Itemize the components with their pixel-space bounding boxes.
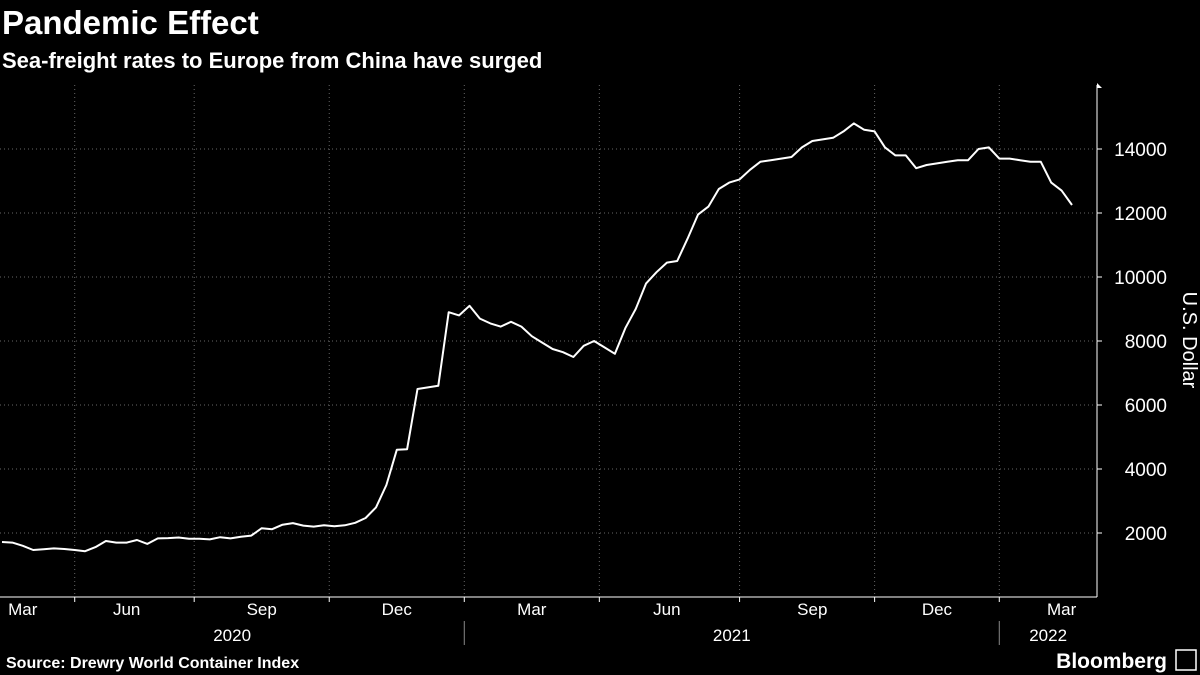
x-tick-label: Mar bbox=[1047, 600, 1077, 619]
y-tick-label: 6000 bbox=[1125, 396, 1167, 417]
year-label: 2022 bbox=[1029, 626, 1067, 645]
x-tick-label: Sep bbox=[247, 600, 277, 619]
y-tick-label: 4000 bbox=[1125, 460, 1167, 481]
y-tick-label: 8000 bbox=[1125, 332, 1167, 353]
x-tick-label: Dec bbox=[922, 600, 953, 619]
x-tick-label: Jun bbox=[653, 600, 680, 619]
x-tick-label: Jun bbox=[113, 600, 140, 619]
x-tick-label: Dec bbox=[382, 600, 413, 619]
series-line bbox=[1, 122, 1073, 553]
source: Source: Drewry World Container Index bbox=[6, 655, 299, 672]
y-tick-label: 12000 bbox=[1114, 204, 1167, 225]
y-tick-label: 10000 bbox=[1114, 268, 1167, 289]
x-tick-label: Sep bbox=[797, 600, 827, 619]
chart-subtitle: Sea-freight rates to Europe from China h… bbox=[2, 48, 542, 73]
brand: Bloomberg bbox=[1056, 650, 1167, 673]
x-tick-label: Mar bbox=[8, 600, 38, 619]
axis-arrow bbox=[1097, 83, 1102, 88]
brand-icon bbox=[1175, 649, 1197, 671]
y-axis-label: U.S. Dollar bbox=[1178, 292, 1200, 389]
year-label: 2021 bbox=[713, 626, 751, 645]
x-tick-label: Mar bbox=[517, 600, 547, 619]
y-tick-label: 14000 bbox=[1114, 140, 1167, 161]
y-tick-label: 2000 bbox=[1125, 524, 1167, 545]
year-label: 2020 bbox=[213, 626, 251, 645]
chart-title: Pandemic Effect bbox=[2, 4, 259, 41]
